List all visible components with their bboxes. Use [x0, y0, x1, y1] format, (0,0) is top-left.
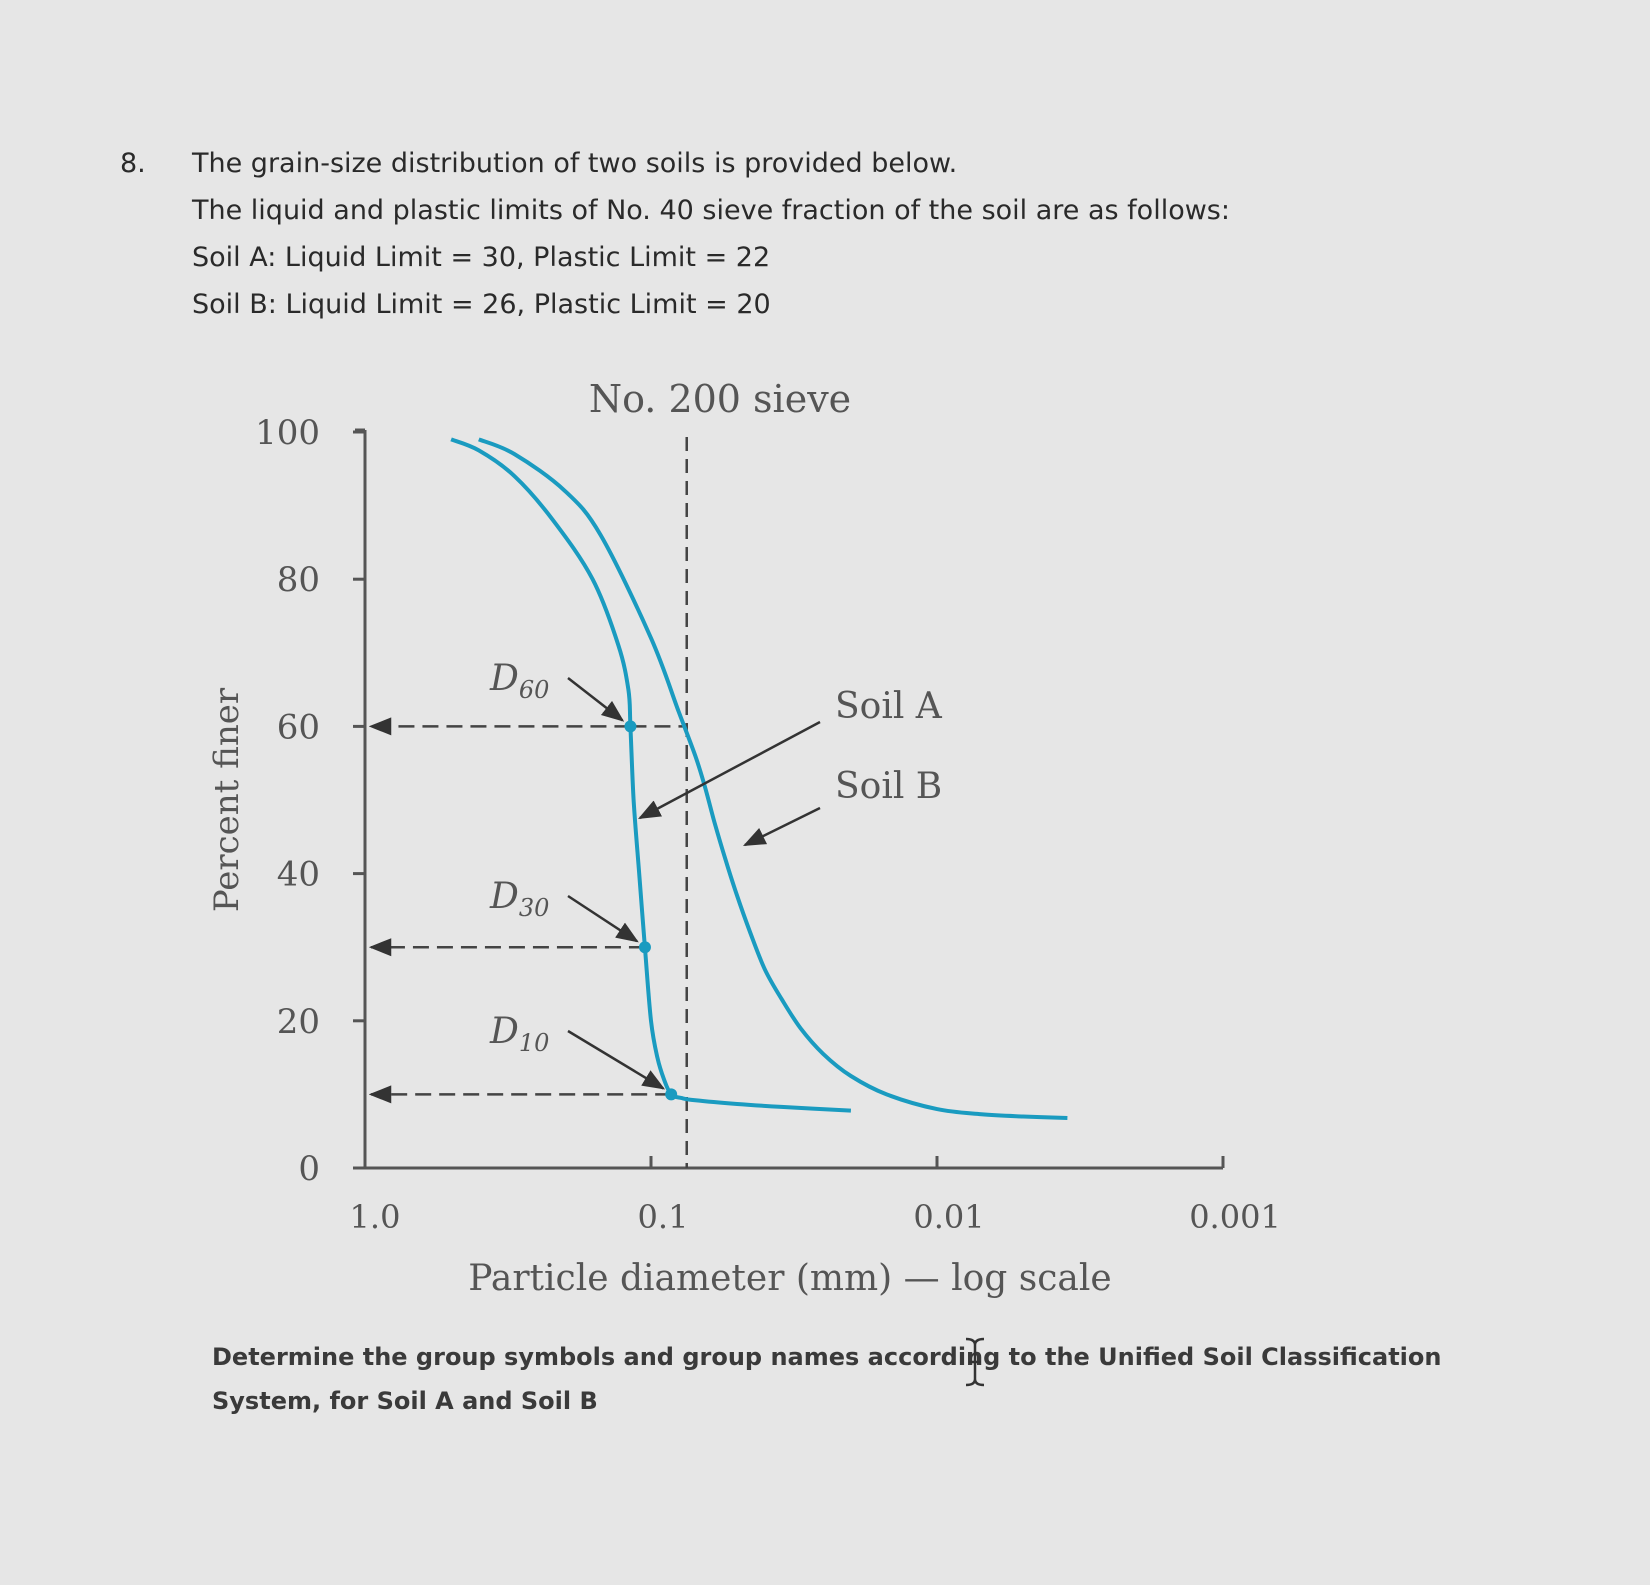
x-tick-label: 0.001: [1189, 1198, 1281, 1236]
soil-a-arrow: [638, 720, 821, 820]
y-tick-label: 60: [277, 707, 320, 747]
task-line-1: Determine the group symbols and group na…: [212, 1343, 1442, 1371]
task-line-2: System, for Soil A and Soil B: [212, 1387, 598, 1415]
d-label-arrow: [567, 894, 639, 943]
soil-b-arrow: [742, 806, 821, 847]
y-tick-label: 0: [298, 1149, 320, 1189]
d-label-10: D10: [489, 1011, 549, 1057]
question-number: 8.: [120, 148, 146, 179]
question-line-4: Soil B: Liquid Limit = 26, Plastic Limit…: [192, 289, 771, 320]
x-axis-label: Particle diameter (mm) — log scale: [468, 1258, 1111, 1299]
x-tick-label: 1.0: [350, 1198, 401, 1236]
d-label-60: D60: [489, 658, 549, 704]
soil-a-label: Soil A: [835, 686, 943, 727]
question-line-2: The liquid and plastic limits of No. 40 …: [192, 195, 1230, 226]
task-text: Determine the group symbols and group na…: [212, 1335, 1512, 1423]
y-tick-label: 40: [277, 855, 320, 895]
d-label-30: D30: [489, 876, 549, 922]
x-tick-label: 0.1: [638, 1198, 689, 1236]
question-line-3: Soil A: Liquid Limit = 30, Plastic Limit…: [192, 242, 771, 273]
soil-a-curve: [450, 437, 852, 1113]
d-label-arrow: [567, 677, 625, 722]
soil-b-label: Soil B: [835, 766, 942, 807]
question-text: The grain-size distribution of two soils…: [192, 140, 1230, 328]
question-line-1: The grain-size distribution of two soils…: [192, 148, 958, 179]
y-tick-label: 80: [277, 560, 320, 600]
y-axis-label: Percent finer: [207, 687, 247, 912]
soil-b-curve: [478, 437, 1068, 1120]
no-200-sieve-label: No. 200 sieve: [589, 377, 851, 421]
d-point-marker: [638, 941, 651, 954]
x-tick-label: 0.01: [913, 1198, 984, 1236]
d-label-arrow: [567, 1029, 666, 1090]
d-point-marker: [624, 720, 637, 733]
y-tick-label: 100: [255, 413, 320, 453]
y-tick-label: 20: [277, 1002, 320, 1042]
d-point-marker: [665, 1088, 678, 1101]
text-cursor-icon: [965, 1337, 985, 1387]
